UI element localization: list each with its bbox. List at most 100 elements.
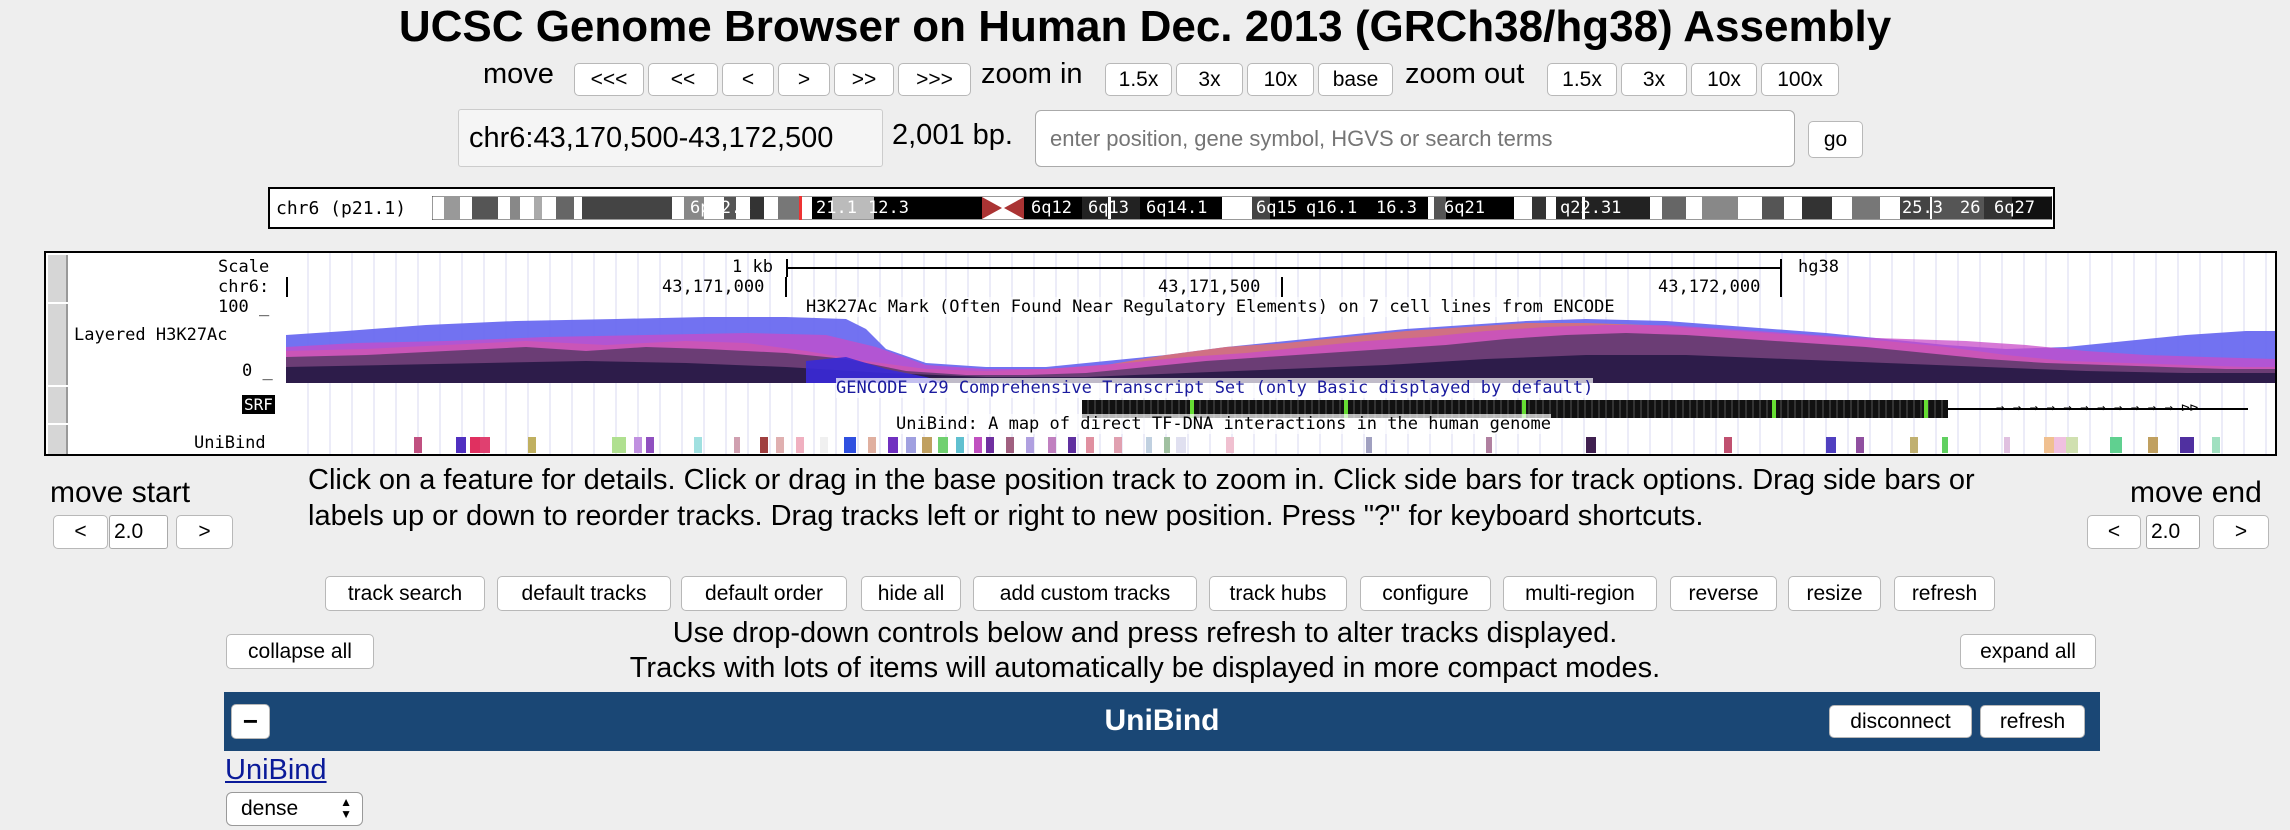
move-far-left-button[interactable]: <<< (574, 63, 644, 96)
move-end-label: move end (2130, 476, 2262, 509)
hub-disconnect-button[interactable]: disconnect (1829, 705, 1972, 738)
h3k27-max-label: 100 _ (218, 297, 270, 317)
band-6q27: 6q27 (1994, 198, 2035, 218)
sidebar-unibind[interactable] (48, 425, 68, 454)
sidebar-gencode[interactable] (48, 387, 68, 423)
unibind-track-link[interactable]: UniBind (225, 754, 327, 786)
unibind-mode-value: dense (241, 797, 299, 820)
zoom-in-3x-button[interactable]: 3x (1176, 63, 1243, 96)
band-16-3: 16.3 (1376, 198, 1417, 218)
hub-title: UniBind (1104, 704, 1220, 737)
coord-tick-2 (1281, 277, 1283, 297)
ideogram-chrom-label: chr6 (p21.1) (276, 198, 407, 219)
h3k27-track-label[interactable]: Layered H3K27Ac (74, 325, 228, 345)
move-end-input[interactable]: 2.0 (2146, 515, 2200, 549)
add-custom-tracks-button[interactable]: add custom tracks (973, 576, 1197, 611)
band-12-3: 12.3 (868, 198, 909, 218)
h3k27ac-signal[interactable] (286, 311, 2276, 383)
gencode-description: GENCODE v29 Comprehensive Transcript Set… (836, 378, 1594, 398)
move-right-more-button[interactable]: >> (834, 63, 894, 96)
band-q22-31: q22.31 (1560, 198, 1622, 218)
hide-all-button[interactable]: hide all (861, 576, 961, 611)
move-start-left-button[interactable]: < (53, 515, 108, 549)
h3k27-min-label: 0 _ (242, 361, 273, 381)
expand-all-button[interactable]: expand all (1960, 634, 2096, 669)
zoom-out-3x-button[interactable]: 3x (1621, 63, 1687, 96)
band-25-3: 25.3 (1902, 198, 1943, 218)
band-21-1: 21.1 (816, 198, 857, 218)
unibind-mode-select[interactable]: dense ▲ ▼ (226, 792, 363, 826)
band-6p22-3: 6p22.3 (690, 198, 752, 218)
band-26: 26 (1960, 198, 1981, 218)
band-6q21: 6q21 (1444, 198, 1485, 218)
default-tracks-button[interactable]: default tracks (497, 576, 671, 611)
select-arrows-icon: ▲ ▼ (340, 795, 352, 821)
band-6q15: 6q15 (1256, 198, 1297, 218)
zoom-out-label: zoom out (1405, 58, 1525, 90)
default-order-button[interactable]: default order (681, 576, 847, 611)
srf-gene-intron-line (1948, 408, 2248, 410)
page-title: UCSC Genome Browser on Human Dec. 2013 (… (398, 2, 1892, 51)
coord-43172000: 43,172,000 (1658, 277, 1761, 297)
instructions-text: Click on a feature for details. Click or… (308, 464, 1975, 532)
band-6q13: 6q13 (1088, 198, 1129, 218)
move-end-right-button[interactable]: > (2213, 515, 2269, 549)
move-end-left-button[interactable]: < (2087, 515, 2141, 549)
srf-gene-feature[interactable] (1082, 400, 1948, 418)
chromosome-ideogram[interactable]: chr6 (p21.1) (268, 187, 2055, 229)
ideogram-bands-graphic (432, 196, 2052, 220)
zoom-out-1.5x-button[interactable]: 1.5x (1547, 63, 1617, 96)
band-6q12: 6q12 (1031, 198, 1072, 218)
zoom-base-button[interactable]: base (1318, 63, 1393, 96)
scale-bar-label: 1 kb (732, 257, 773, 277)
collapse-hub-button[interactable]: − (231, 704, 270, 739)
assembly-label: hg38 (1798, 257, 1839, 277)
chrom-start-tick (286, 277, 288, 297)
srf-strand-arrows: → → → → → → → → → → → ⊳⊳ (1996, 400, 2199, 416)
sidebar-scale[interactable] (48, 255, 68, 302)
hub-refresh-button[interactable]: refresh (1980, 705, 2085, 738)
move-label: move (483, 58, 554, 90)
resize-button[interactable]: resize (1788, 576, 1881, 611)
zoom-in-label: zoom in (981, 58, 1083, 90)
zoom-in-1.5x-button[interactable]: 1.5x (1105, 63, 1172, 96)
configure-button[interactable]: configure (1360, 576, 1491, 611)
unibind-description: UniBind: A map of direct TF-DNA interact… (896, 414, 1552, 434)
move-start-input[interactable]: 2.0 (109, 515, 168, 549)
track-hubs-button[interactable]: track hubs (1209, 576, 1347, 611)
coord-tick-1 (785, 277, 787, 297)
move-start-right-button[interactable]: > (176, 515, 233, 549)
sidebar-h3k27ac[interactable] (48, 304, 68, 385)
coord-43171000: 43,171,000 (662, 277, 765, 297)
tracks-image[interactable]: Scale chr6: 100 _ Layered H3K27Ac 0 _ SR… (44, 251, 2277, 456)
position-display[interactable]: chr6:43,170,500-43,172,500 (458, 109, 883, 167)
move-far-right-button[interactable]: >>> (898, 63, 971, 96)
move-start-label: move start (50, 476, 191, 509)
collapse-all-button[interactable]: collapse all (226, 634, 374, 669)
unibind-track-label[interactable]: UniBind (194, 433, 266, 453)
unibind-features[interactable] (286, 437, 2276, 453)
refresh-button[interactable]: refresh (1894, 576, 1995, 611)
multi-region-button[interactable]: multi-region (1503, 576, 1657, 611)
h3k27ac-description: H3K27Ac Mark (Often Found Near Regulator… (806, 297, 1615, 317)
zoom-in-10x-button[interactable]: 10x (1247, 63, 1314, 96)
search-input[interactable] (1035, 110, 1795, 167)
hub-header: − UniBind disconnect refresh (224, 692, 2100, 751)
go-button[interactable]: go (1808, 121, 1863, 158)
zoom-out-100x-button[interactable]: 100x (1761, 63, 1839, 96)
move-left-more-button[interactable]: << (648, 63, 718, 96)
move-left-button[interactable]: < (722, 63, 774, 96)
coord-43171500: 43,171,500 (1158, 277, 1261, 297)
band-q16-1: q16.1 (1306, 198, 1358, 218)
move-right-button[interactable]: > (778, 63, 830, 96)
chrom-label: chr6: (218, 277, 270, 297)
controls-info-line1: Use drop-down controls below and press r… (672, 617, 1618, 649)
reverse-button[interactable]: reverse (1670, 576, 1777, 611)
scale-label: Scale (218, 257, 270, 277)
controls-info-line2: Tracks with lots of items will automatic… (629, 652, 1661, 684)
track-search-button[interactable]: track search (325, 576, 485, 611)
zoom-out-10x-button[interactable]: 10x (1691, 63, 1757, 96)
gene-label-srf[interactable]: SRF (242, 395, 275, 414)
position-size: 2,001 bp. (892, 119, 1013, 151)
scale-bar (786, 259, 1782, 277)
